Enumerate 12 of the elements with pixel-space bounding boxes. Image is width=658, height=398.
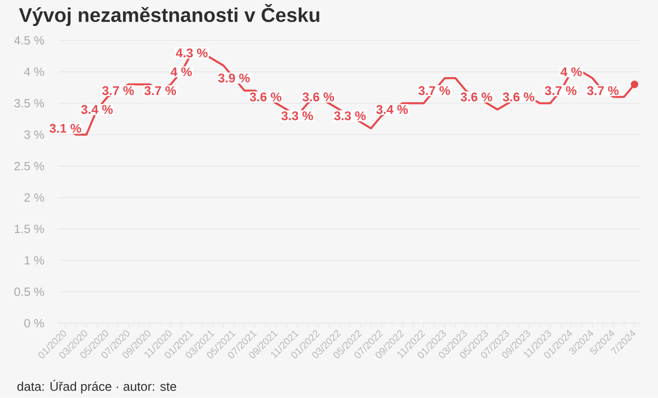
y-tick-label: 2 % <box>24 193 44 202</box>
y-tick-label: 4 % <box>24 68 44 76</box>
y-tick-label: 0.5 % <box>14 288 44 296</box>
chart-title: Vývoj nezaměstnanosti v Česku <box>19 4 320 26</box>
y-tick-label: 4.5 % <box>14 36 44 45</box>
y-tick-label: 2.5 % <box>14 162 44 170</box>
y-tick-label: 1 % <box>24 256 44 265</box>
y-tick-label: 3 % <box>24 130 44 139</box>
text: data: Úřad práce · autor: ste <box>17 380 176 394</box>
y-tick-label: 3.5 % <box>14 99 44 108</box>
y-tick-label: 0 % <box>24 319 44 328</box>
y-tick-label: 1.5 % <box>14 224 44 234</box>
